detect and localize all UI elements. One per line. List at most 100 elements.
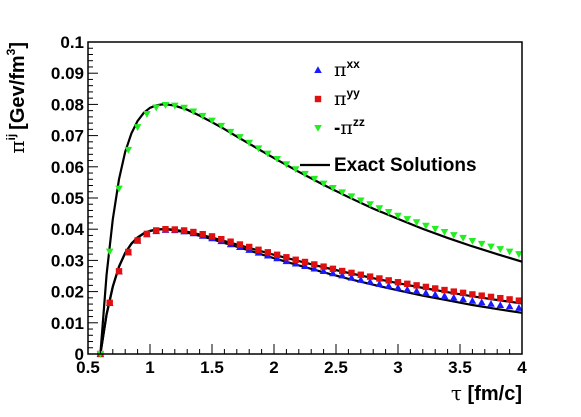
x-tick-label: 4	[517, 358, 527, 377]
y-axis-symbol-superscript: ij	[4, 134, 18, 141]
marker-series-0	[310, 264, 319, 272]
marker-series-2	[133, 124, 142, 131]
marker-series-0	[450, 293, 458, 301]
marker-series-1	[106, 299, 113, 307]
marker-series-2	[161, 101, 170, 109]
legend-entry-pi-xx: πxx	[314, 57, 360, 81]
legend-label-pi-yy: πyy	[334, 86, 360, 110]
marker-series-2	[310, 175, 319, 183]
y-tick-label: 0.09	[51, 64, 84, 83]
legend-marker-0	[314, 66, 322, 74]
marker-series-1	[227, 238, 234, 245]
marker-series-2	[319, 180, 328, 188]
marker-series-1	[246, 243, 253, 251]
marker-series-2	[273, 155, 281, 163]
marker-series-0	[357, 275, 365, 283]
marker-series-2	[459, 234, 467, 242]
marker-series-2	[105, 248, 114, 256]
marker-series-0	[329, 269, 337, 277]
marker-series-1	[497, 294, 504, 302]
marker-series-2	[505, 248, 514, 256]
marker-series-1	[320, 263, 327, 270]
marker-series-0	[403, 285, 412, 293]
legend-entry-exact-solutions: Exact Solutions	[300, 155, 477, 176]
marker-series-1	[236, 241, 244, 248]
marker-series-2	[254, 145, 263, 153]
marker-series-1	[162, 226, 169, 233]
marker-series-2	[366, 201, 374, 209]
marker-series-2	[152, 104, 160, 112]
marker-series-2	[468, 238, 477, 245]
marker-series-1	[450, 288, 457, 295]
x-axis-unit: [fm/c]	[468, 383, 522, 405]
marker-series-1	[339, 267, 346, 275]
marker-series-2	[189, 108, 198, 116]
marker-series-2	[124, 146, 133, 154]
marker-series-0	[440, 292, 449, 300]
y-tick-label: 0.06	[51, 158, 84, 177]
marker-series-2	[226, 128, 235, 136]
marker-series-2	[347, 193, 356, 201]
x-tick-label: 1.5	[200, 358, 224, 377]
marker-series-1	[357, 271, 364, 278]
x-tick-label: 2.5	[324, 358, 348, 377]
exact-solution-curve-1	[99, 228, 523, 355]
marker-series-1	[180, 227, 188, 234]
y-axis-title: πij [Gev/fm3]	[4, 42, 29, 154]
legend-marker-2	[314, 124, 322, 132]
marker-series-2	[403, 216, 412, 224]
marker-series-1	[487, 293, 495, 301]
marker-series-0	[319, 267, 328, 275]
marker-series-2	[412, 219, 421, 227]
marker-series-2	[450, 232, 458, 239]
y-tick-label: 0.08	[51, 95, 84, 114]
marker-series-2	[357, 197, 365, 205]
x-tick-label: 0.5	[76, 358, 100, 377]
marker-series-0	[291, 259, 300, 267]
marker-series-1	[125, 248, 132, 256]
marker-series-0	[496, 301, 505, 309]
y-tick-label: 0.04	[51, 220, 85, 239]
plot-frame	[87, 41, 523, 355]
legend-label-exact-solutions: Exact Solutions	[334, 155, 477, 176]
y-axis-symbol: π	[5, 141, 29, 154]
y-tick-label: 0.07	[51, 127, 84, 146]
marker-series-0	[366, 277, 374, 285]
x-axis-title: τ [fm/c]	[451, 381, 522, 405]
marker-series-2	[217, 122, 226, 130]
y-tick-label: 0.1	[60, 33, 84, 52]
data-markers	[96, 101, 523, 358]
marker-series-0	[459, 295, 467, 303]
marker-series-2	[394, 212, 402, 220]
marker-series-0	[282, 257, 291, 265]
marker-series-2	[515, 251, 523, 258]
marker-series-2	[245, 139, 253, 147]
marker-series-0	[301, 262, 309, 270]
marker-series-1	[478, 292, 485, 299]
marker-series-1	[506, 296, 513, 303]
legend-label-minus-pi-zz: -πzz	[334, 115, 365, 139]
marker-series-1	[441, 286, 448, 294]
marker-series-1	[153, 227, 160, 234]
marker-series-2	[180, 104, 188, 112]
marker-series-1	[422, 283, 430, 291]
marker-series-1	[190, 228, 197, 236]
marker-series-1	[218, 235, 225, 243]
y-tick-label: 0	[75, 345, 84, 364]
marker-series-1	[469, 291, 476, 298]
marker-series-1	[171, 226, 178, 233]
marker-series-1	[329, 265, 337, 273]
marker-series-2	[291, 166, 300, 174]
marker-series-0	[505, 302, 514, 310]
marker-series-2	[477, 240, 486, 248]
marker-series-1	[413, 282, 420, 289]
marker-series-2	[171, 102, 179, 110]
marker-series-0	[375, 280, 384, 287]
marker-series-2	[301, 170, 309, 178]
marker-series-1	[366, 273, 374, 280]
marker-series-1	[515, 297, 523, 304]
exact-solution-curve-2	[99, 228, 523, 355]
marker-series-1	[134, 237, 141, 244]
marker-series-2	[264, 150, 272, 158]
